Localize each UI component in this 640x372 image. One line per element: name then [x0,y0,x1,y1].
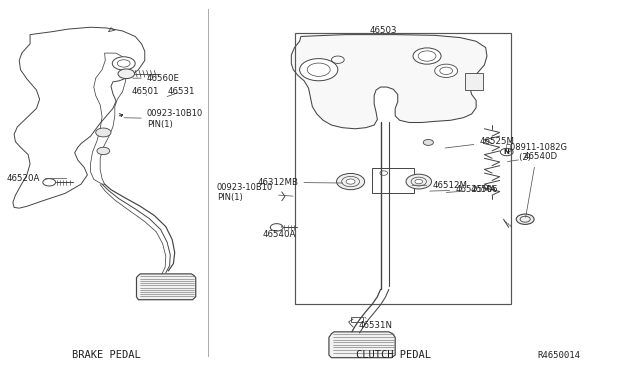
Text: 46531N: 46531N [358,317,392,330]
Polygon shape [329,332,395,358]
Circle shape [346,179,355,184]
Circle shape [516,214,534,224]
Text: ⓝ08911-1082G
     (2): ⓝ08911-1082G (2) [506,142,568,217]
Text: 46540A: 46540A [262,226,296,239]
Circle shape [337,173,365,190]
Text: CLUTCH PEDAL: CLUTCH PEDAL [356,350,431,360]
Circle shape [97,147,109,155]
Circle shape [96,128,111,137]
Circle shape [413,48,441,64]
Text: 46501: 46501 [132,87,159,96]
Circle shape [406,174,431,189]
Text: 46503: 46503 [370,26,397,35]
Text: 00923-10B10
PIN(1): 00923-10B10 PIN(1) [124,109,203,128]
Text: 46525MA: 46525MA [430,185,496,194]
Polygon shape [136,274,196,300]
Text: N: N [504,149,509,155]
Circle shape [300,59,338,81]
Text: 46512M: 46512M [412,181,467,190]
Text: 46540D: 46540D [508,152,558,161]
Circle shape [435,64,458,77]
Text: 46312MB: 46312MB [257,178,342,187]
Circle shape [118,69,134,78]
FancyBboxPatch shape [465,73,483,90]
Polygon shape [291,35,487,129]
Text: 46520A: 46520A [6,174,67,183]
Text: R4650014: R4650014 [538,350,580,360]
Circle shape [112,57,135,70]
Circle shape [423,140,433,145]
Text: 46560E: 46560E [133,74,180,83]
Text: 46525M: 46525M [445,137,515,148]
Text: BRAKE PEDAL: BRAKE PEDAL [72,350,141,360]
Text: 00923-10B10
PIN(1): 00923-10B10 PIN(1) [217,183,293,202]
Text: 46531: 46531 [167,87,195,96]
Circle shape [415,179,422,184]
Text: 46506: 46506 [446,185,498,194]
